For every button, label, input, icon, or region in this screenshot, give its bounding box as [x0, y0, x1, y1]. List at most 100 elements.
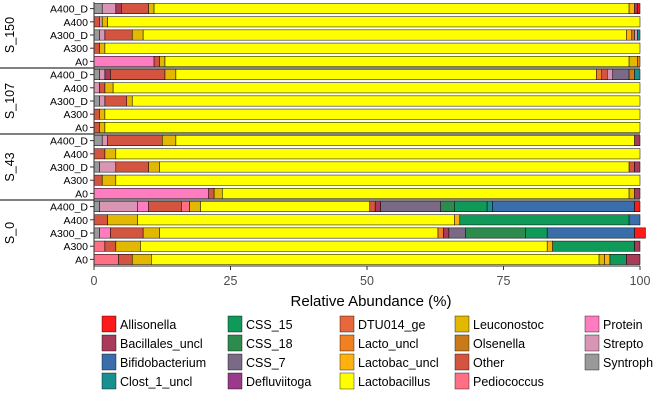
bar-segment-S_0-A400_D-bacillales_uncl — [374, 201, 381, 212]
legend-label-bacillales-uncl: Bacillales_uncl — [120, 337, 203, 351]
legend-swatch-lactobac-uncl — [339, 353, 355, 371]
bar-segment-S_0-A400_D-lactobacillus — [200, 201, 370, 212]
bar-segment-S_0-A0-pediococcus — [93, 254, 119, 265]
bar-segment-S_107-A400_D-leuconostoc — [164, 69, 177, 80]
bar-segment-S_43-A400_D-other — [107, 135, 163, 146]
bar-segment-S_0-A400_D-protein — [137, 201, 149, 212]
y-tick-label: A400_D — [50, 70, 88, 82]
bar-segment-S_43-A300_D-syntroph — [93, 161, 100, 173]
bar-segment-S_43-A400_D-syntroph — [93, 135, 103, 146]
legend-label-css-18: CSS_18 — [246, 337, 293, 351]
legend-label-strepto: Strepto — [603, 337, 643, 351]
axes-layer: A400_DA400A300_DA300A0S_150A400_DA400A30… — [0, 2, 650, 288]
bar-segment-S_150-A300_D-syntroph — [93, 29, 100, 41]
y-tick-label: A300 — [63, 241, 88, 253]
bar-segment-S_43-A0-leuconostoc — [628, 188, 635, 199]
bar-segment-S_0-A0-lactobacillus — [151, 254, 600, 265]
bar-segment-S_0-A300-bacillales_uncl — [634, 240, 641, 252]
bar-segment-S_0-A400-lactobacillus — [137, 214, 455, 226]
legend-label-allisonella: Allisonella — [120, 318, 176, 332]
y-tick-label: A300 — [63, 175, 88, 187]
bar-segment-S_43-A400_D-strepto — [101, 135, 108, 146]
bar-segment-S_43-A0-other — [208, 188, 215, 199]
bar-segment-S_43-A400-lactobacillus — [115, 148, 641, 160]
legend-swatch-clost-1-uncl — [101, 372, 117, 390]
legend-swatch-protein — [584, 315, 600, 333]
bar-segment-S_0-A400-other — [93, 214, 108, 226]
bar-segment-S_150-A300_D-olsenella — [631, 29, 635, 41]
bar-segment-S_107-A400_D-css_7 — [612, 69, 630, 80]
bar-segment-S_150-A300_D-clost_1_uncl — [637, 29, 641, 41]
bar-segment-S_107-A400_D-lacto_uncl — [596, 69, 603, 80]
x-tick-label: 25 — [224, 274, 238, 288]
bar-segment-S_0-A0-bacillales_uncl — [626, 254, 641, 265]
bar-segment-S_0-A300_D-other — [110, 227, 144, 239]
bar-segment-S_0-A0-other — [118, 254, 133, 265]
bar-segment-S_0-A300-pediococcus — [93, 240, 106, 252]
bar-segment-S_43-A300_D-other — [115, 161, 149, 173]
bar-segment-S_107-A0-lactobacillus — [104, 122, 641, 133]
bar-segment-S_43-A400_D-leuconostoc — [162, 135, 177, 146]
bar-segment-S_150-A300-other — [93, 42, 100, 54]
bar-segment-S_107-A300_D-other — [104, 95, 128, 107]
legend-swatch-defluviitoga — [227, 372, 243, 390]
bar-segment-S_107-A300-other — [93, 108, 100, 120]
bar-segment-S_107-A300_D-leuconostoc — [126, 95, 133, 107]
bar-segment-S_0-A400_D-pediococcus — [181, 201, 190, 212]
bar-segment-S_0-A300-leuconostoc — [115, 240, 141, 252]
bar-segment-S_107-A400-lactobacillus — [112, 82, 641, 94]
bar-segment-S_0-A400_D-other — [148, 201, 182, 212]
bar-segment-S_107-A300_D-lactobacillus — [131, 95, 641, 107]
bar-segment-S_43-A0-leuconostoc — [213, 188, 223, 199]
legend-label-clost-1-uncl: Clost_1_uncl — [120, 375, 192, 389]
legend-swatch-bifidobacterium — [101, 353, 117, 371]
bar-segment-S_0-A400_D-other — [369, 201, 376, 212]
bar-segment-S_43-A300-leuconostoc — [101, 174, 117, 186]
bar-segment-S_150-A400-strepto — [99, 16, 103, 28]
legend-swatch-bacillales-uncl — [101, 334, 117, 352]
legend-swatch-pediococcus — [454, 372, 470, 390]
bar-segment-S_107-A300_D-syntroph — [93, 95, 100, 107]
bar-segment-S_0-A300_D-allisonella — [634, 227, 646, 239]
y-tick-label: A0 — [75, 56, 88, 68]
bar-segment-S_0-A300_D-css_15 — [525, 227, 548, 239]
y-tick-label: A300 — [63, 43, 88, 55]
bar-segment-S_0-A0-lactobac_uncl — [604, 254, 611, 265]
bar-segment-S_150-A0-other — [153, 56, 160, 67]
legend: Allisonella Bacillales_uncl Bifidobacteriu… — [101, 315, 653, 390]
y-tick-label: A400 — [63, 215, 88, 227]
bar-segment-S_150-A300_D-strepto — [634, 29, 638, 41]
bar-segment-S_0-A0-leuconostoc — [598, 254, 605, 265]
legend-label-protein: Protein — [603, 318, 643, 332]
bar-segment-S_150-A300-lactobacillus — [104, 42, 641, 54]
bar-segment-S_107-A400_D-clost_1_uncl — [634, 69, 641, 80]
bar-segment-S_150-A300_D-lactobac_uncl — [626, 29, 633, 41]
legend-swatch-css-18 — [227, 334, 243, 352]
legend-label-lacto-uncl: Lacto_uncl — [358, 337, 418, 351]
bar-segment-S_0-A300_D-css_18 — [465, 227, 526, 239]
bar-segment-S_0-A400_D-css_15 — [454, 201, 488, 212]
bar-segment-S_0-A300-other — [104, 240, 117, 252]
bar-segment-S_150-A400-leuconostoc — [101, 16, 108, 28]
bar-segment-S_150-A0-lactobacillus — [164, 56, 630, 67]
y-tick-label: A0 — [75, 122, 88, 134]
bar-segment-S_43-A0-bacillales_uncl — [634, 188, 641, 199]
facet-label-s-43: S_43 — [3, 152, 17, 181]
legend-label-css-15: CSS_15 — [246, 318, 293, 332]
bar-segment-S_107-A400_D-bacillales_uncl — [104, 69, 111, 80]
bar-segment-S_43-A400-other — [93, 148, 106, 160]
bar-segment-S_107-A400_D-other — [601, 69, 608, 80]
y-tick-label: A400_D — [50, 4, 88, 16]
legend-swatch-css-15 — [227, 315, 243, 333]
bar-segment-S_0-A400_D-css_18 — [440, 201, 455, 212]
legend-swatch-css-7 — [227, 353, 243, 371]
bar-segment-S_150-A300_D-other — [104, 29, 133, 41]
bar-segment-S_150-A400_D-syntroph — [93, 3, 103, 15]
bar-segment-S_0-A400-leuconostoc — [107, 214, 138, 226]
bar-segment-S_0-A300_D-lacto_uncl — [437, 227, 444, 239]
bar-segment-S_107-A300-lactobacillus — [104, 108, 641, 120]
x-tick-label: 75 — [497, 274, 511, 288]
y-tick-label: A300_D — [50, 162, 88, 174]
bar-segment-S_150-A400_D-allisonella — [637, 3, 641, 15]
